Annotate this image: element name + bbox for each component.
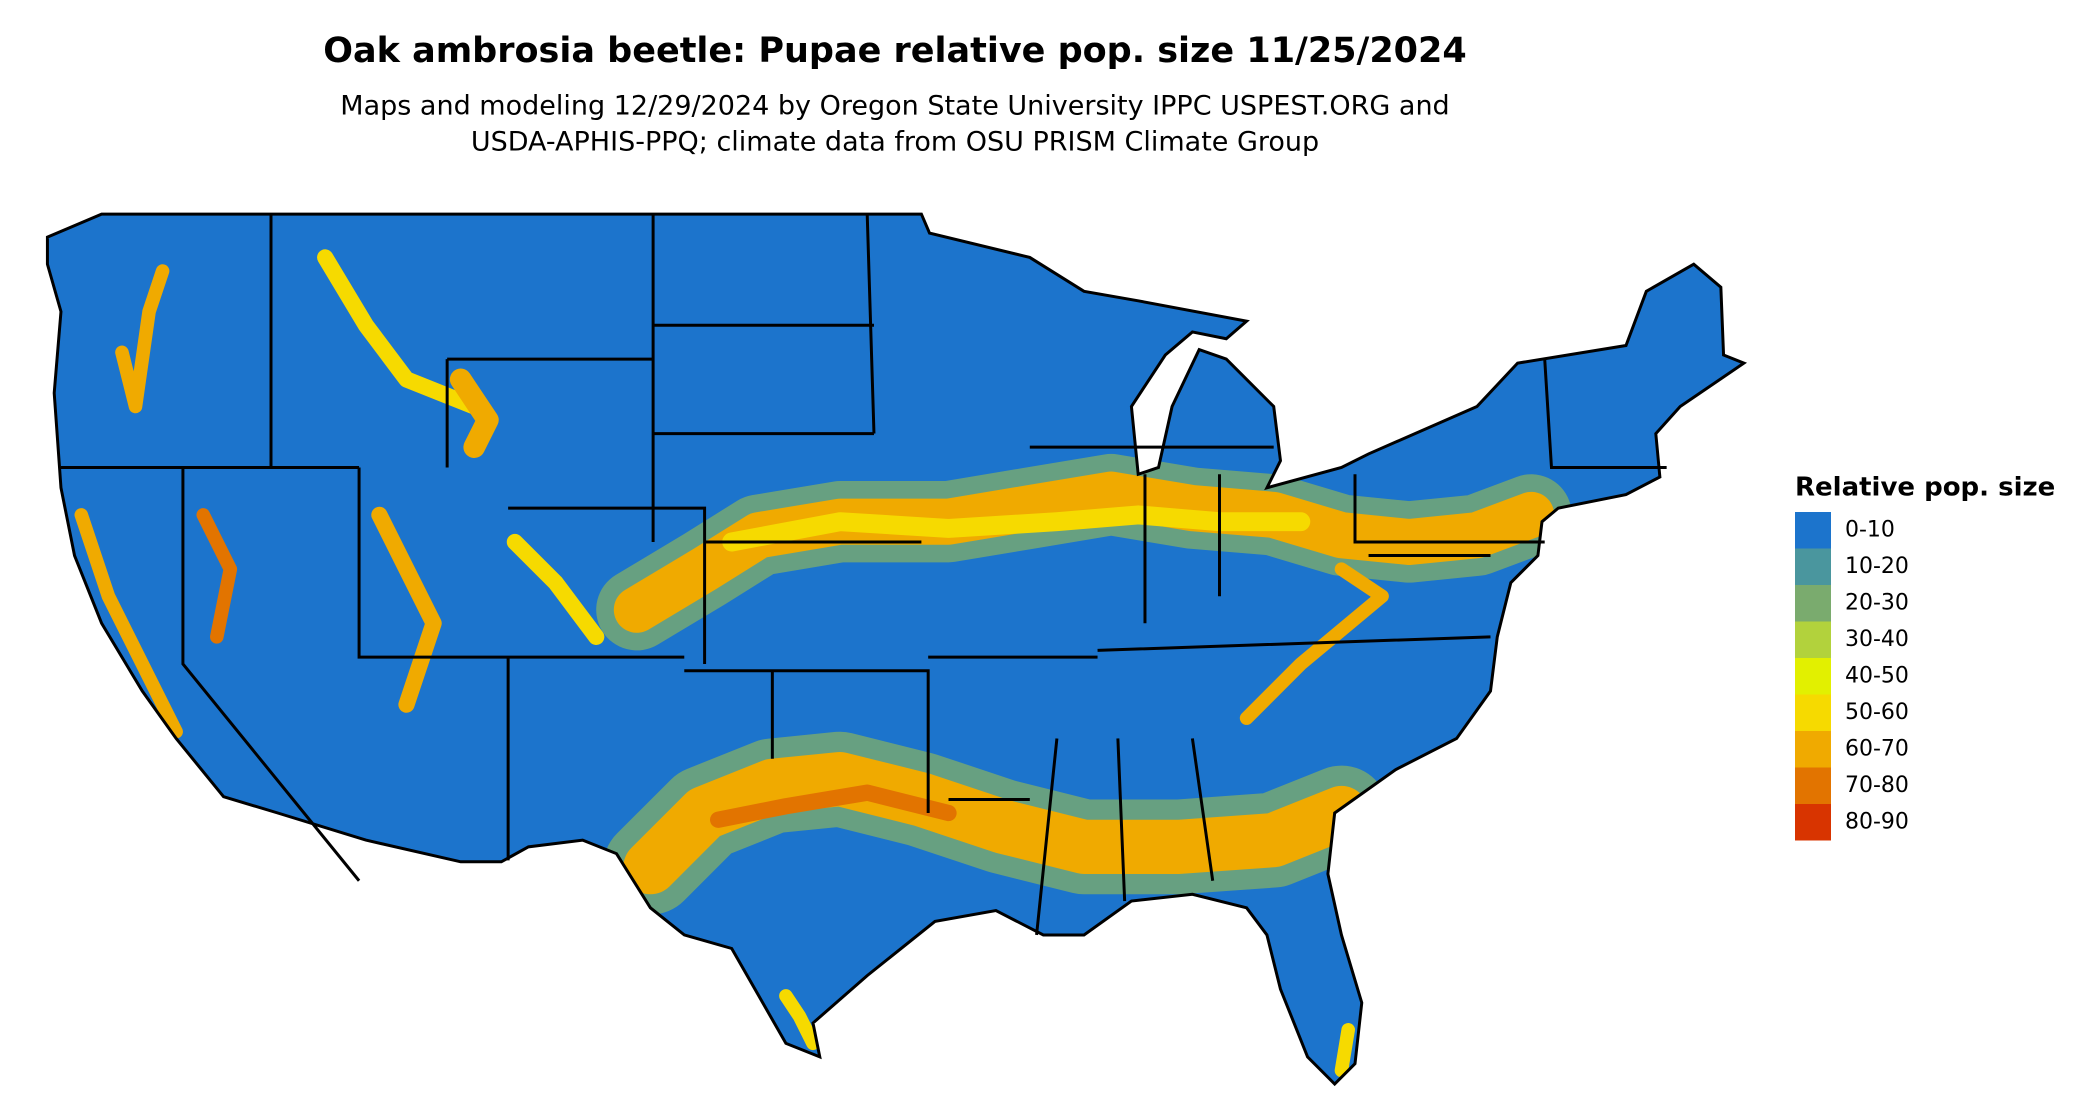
legend-swatch [1795,804,1831,841]
legend-swatch [1795,658,1831,695]
state-borders [45,212,1746,1086]
legend: 0-10 10-20 20-30 30-40 40-50 50-60 60-70 70-80 8… [1795,512,1909,841]
map-title: Oak ambrosia beetle: Pupae relative pop.… [323,31,1466,71]
map-subtitle: Maps and modeling 12/29/2024 by Oregon S… [340,91,1449,122]
legend-swatch [1795,621,1831,658]
legend-label: 70-80 [1845,773,1909,798]
legend-label: 0-10 [1845,517,1895,542]
legend-swatch [1795,585,1831,622]
us-map [45,212,1746,1086]
map-subtitle: USDA-APHIS-PPQ; climate data from OSU PR… [471,127,1319,158]
legend-label: 60-70 [1845,736,1909,761]
legend-label: 30-40 [1845,627,1909,652]
legend-swatch [1795,731,1831,768]
legend-label: 80-90 [1845,809,1909,834]
legend-label: 20-30 [1845,590,1909,615]
legend-label: 10-20 [1845,554,1909,579]
legend-swatch [1795,694,1831,731]
legend-title: Relative pop. size [1795,473,2055,503]
legend-swatch [1795,548,1831,585]
legend-swatch [1795,512,1831,549]
legend-label: 50-60 [1845,700,1909,725]
legend-swatch [1795,767,1831,804]
legend-label: 40-50 [1845,663,1909,688]
